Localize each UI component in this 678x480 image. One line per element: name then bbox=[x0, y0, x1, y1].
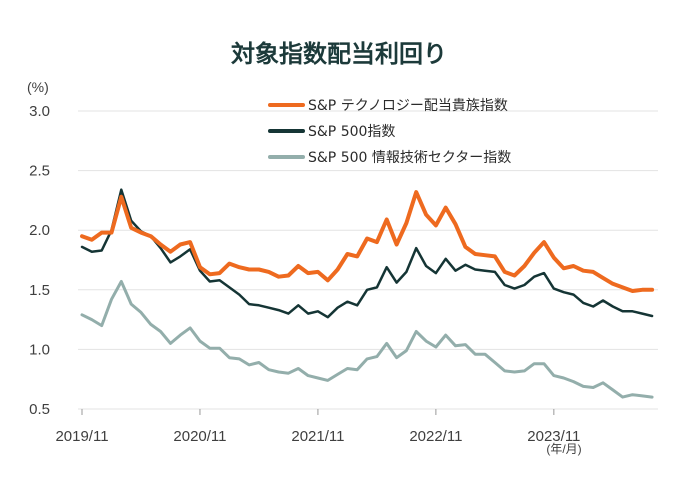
legend-label-0: S&P テクノロジー配当貴族指数 bbox=[308, 98, 508, 114]
y-axis-ticks: 3.0 2.5 2.0 1.5 1.0 0.5 bbox=[29, 103, 50, 418]
series-line-1 bbox=[80, 188, 654, 319]
x-axis-unit: (年/月) bbox=[546, 442, 581, 456]
chart-title: 対象指数配当利回り bbox=[231, 40, 447, 68]
legend-label-2: S&P 500 情報技術セクター指数 bbox=[308, 150, 511, 166]
y-tick-label: 2.5 bbox=[29, 163, 50, 180]
y-tick-label: 0.5 bbox=[29, 401, 50, 418]
x-tick-label: 2023/11 bbox=[527, 428, 580, 445]
x-tick-label: 2022/11 bbox=[409, 428, 462, 445]
x-tick-label: 2019/11 bbox=[55, 428, 108, 445]
legend-label-1: S&P 500指数 bbox=[308, 124, 395, 140]
x-tick-label: 2021/11 bbox=[291, 428, 344, 445]
y-axis-unit: (%) bbox=[27, 79, 49, 95]
x-tick-label: 2020/11 bbox=[173, 428, 226, 445]
x-axis-ticks: 2019/11 2020/11 2021/11 2022/11 2023/11 bbox=[55, 409, 580, 445]
y-tick-label: 1.0 bbox=[29, 341, 50, 358]
y-tick-label: 2.0 bbox=[29, 222, 50, 239]
series-line-2 bbox=[80, 280, 654, 399]
gridlines bbox=[78, 110, 658, 410]
legend: S&P テクノロジー配当貴族指数 S&P 500指数 S&P 500 情報技術セクタ… bbox=[268, 98, 511, 166]
y-tick-label: 3.0 bbox=[29, 103, 50, 120]
y-tick-label: 1.5 bbox=[29, 282, 50, 299]
series-lines bbox=[80, 188, 655, 399]
series-line-0 bbox=[80, 190, 655, 293]
